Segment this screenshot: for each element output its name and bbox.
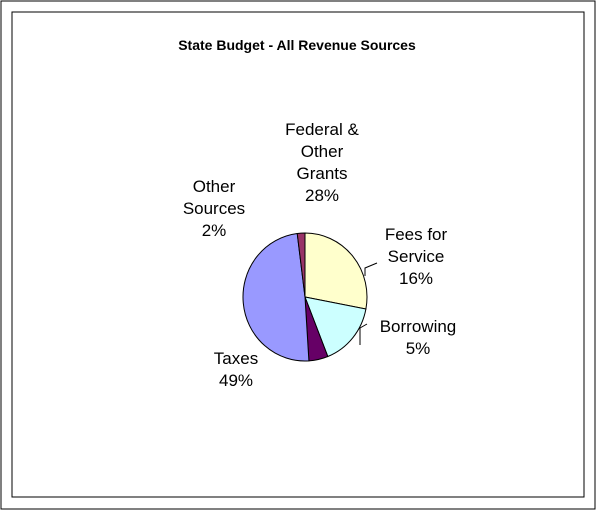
data-label-percent: 16% xyxy=(399,269,433,288)
pie-slice-fees-for-service xyxy=(304,296,367,358)
pie-slice-taxes xyxy=(242,232,310,362)
data-label-other: Other Sources 2% xyxy=(183,177,245,240)
pie-slice-federal-other-grants xyxy=(304,232,368,310)
leader-line-borrowing xyxy=(359,323,368,345)
data-label-name-line: Federal & xyxy=(285,120,359,139)
data-label-name-line: Borrowing xyxy=(380,317,457,336)
data-label-name-line: Grants xyxy=(296,164,347,183)
data-label-name-line: Service xyxy=(388,247,445,266)
data-label-name-line: Taxes xyxy=(214,349,258,368)
data-label-taxes: Taxes 49% xyxy=(214,349,258,390)
pie-slices xyxy=(242,232,368,362)
leader-lines xyxy=(359,262,378,345)
data-label-name-line: Other xyxy=(193,177,236,196)
data-label-name-line: Other xyxy=(301,142,344,161)
data-label-percent: 5% xyxy=(406,339,431,358)
data-labels: Federal & Other Grants 28% Fees for Service 16… xyxy=(183,120,456,390)
data-label-fees: Fees for Service 16% xyxy=(385,225,448,288)
data-label-name-line: Sources xyxy=(183,199,245,218)
data-label-federal: Federal & Other Grants 28% xyxy=(285,120,359,205)
pie-slice-other-sources xyxy=(296,232,306,298)
data-label-name-line: Fees for xyxy=(385,225,448,244)
leader-line-fees xyxy=(364,262,378,276)
chart-title: State Budget - All Revenue Sources xyxy=(178,37,416,53)
data-label-borrowing: Borrowing 5% xyxy=(380,317,457,358)
data-label-percent: 28% xyxy=(305,186,339,205)
data-label-percent: 49% xyxy=(219,371,253,390)
data-label-percent: 2% xyxy=(202,221,227,240)
